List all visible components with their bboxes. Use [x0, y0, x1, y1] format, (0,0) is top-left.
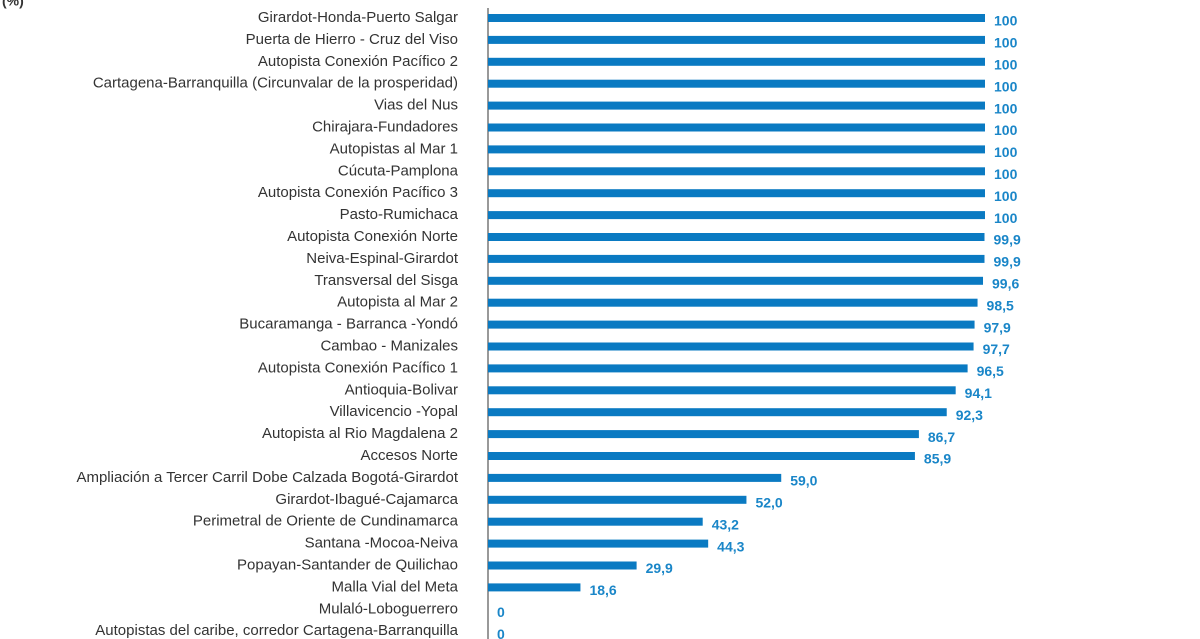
y-tick-label: Santana -Mocoa-Neiva	[305, 535, 459, 552]
bar	[488, 189, 985, 198]
data-label: 100	[994, 210, 1018, 226]
data-label: 0	[497, 604, 505, 620]
data-label: 99,6	[992, 276, 1019, 292]
y-tick-label: Mulaló-Loboguerrero	[319, 600, 458, 617]
data-label: 94,1	[965, 385, 992, 401]
bar	[488, 408, 947, 417]
y-tick-label: Bucaramanga - Barranca -Yondó	[239, 316, 458, 333]
data-label: 100	[994, 35, 1018, 51]
bar	[488, 583, 581, 592]
data-label: 99,9	[994, 232, 1021, 248]
y-tick-label: Malla Vial del Meta	[332, 578, 459, 595]
bar	[488, 342, 974, 351]
y-tick-label: Vias del Nus	[374, 97, 458, 114]
data-label: 86,7	[928, 429, 955, 445]
bar	[488, 123, 985, 132]
y-tick-label: Neiva-Espinal-Girardot	[306, 250, 459, 267]
bar	[488, 276, 984, 285]
bar	[488, 539, 709, 548]
data-label: 92,3	[956, 407, 983, 423]
y-tick-label: Pasto-Rumichaca	[340, 206, 459, 223]
data-label: 85,9	[924, 451, 951, 467]
bar	[488, 430, 919, 439]
y-tick-label: Autopista al Rio Magdalena 2	[262, 425, 458, 442]
data-label: 97,7	[983, 341, 1010, 357]
bar	[488, 254, 985, 263]
y-tick-label: Autopista al Mar 2	[337, 294, 458, 311]
bar	[488, 473, 782, 482]
data-label: 100	[994, 122, 1018, 138]
data-label: 29,9	[646, 560, 673, 576]
y-tick-label: Autopista Conexión Pacífico 1	[258, 359, 458, 376]
bar	[488, 298, 978, 307]
y-tick-label: Antioquia-Bolivar	[345, 381, 458, 398]
y-tick-label: Cartagena-Barranquilla (Circunvalar de l…	[93, 75, 458, 92]
data-label: 52,0	[755, 495, 782, 511]
y-tick-label: Ampliación a Tercer Carril Dobe Calzada …	[76, 469, 458, 486]
data-label: 100	[994, 144, 1018, 160]
data-label: 43,2	[712, 516, 739, 532]
y-tick-label: Autopista Conexión Norte	[287, 228, 458, 245]
data-label: 0	[497, 626, 505, 639]
bar	[488, 517, 703, 526]
y-tick-label: Transversal del Sisga	[314, 272, 458, 289]
y-tick-label: Chirajara-Fundadores	[312, 118, 458, 135]
data-label: 100	[994, 188, 1018, 204]
bar	[488, 452, 915, 460]
bar	[488, 364, 968, 373]
bar	[488, 145, 985, 154]
y-tick-label: Puerta de Hierro - Cruz del Viso	[246, 31, 458, 48]
y-tick-label: Autopista Conexión Pacífico 2	[258, 53, 458, 70]
data-label: 96,5	[977, 363, 1004, 379]
data-label: 97,9	[984, 319, 1011, 335]
data-label: 99,9	[994, 254, 1021, 270]
data-label: 100	[994, 57, 1018, 73]
y-tick-label: Cambao - Manizales	[320, 337, 458, 354]
y-tick-label: Autopista Conexión Pacífico 3	[258, 184, 458, 201]
bar	[488, 233, 985, 241]
y-tick-label: Popayan-Santander de Quilichao	[237, 556, 458, 573]
bar	[488, 101, 985, 110]
data-label: 18,6	[589, 582, 616, 598]
bar	[488, 14, 985, 22]
bar	[488, 320, 975, 329]
bar	[488, 79, 985, 88]
bar	[488, 561, 637, 570]
y-tick-label: Perimetral de Oriente de Cundinamarca	[193, 513, 459, 530]
bar	[488, 35, 985, 44]
y-tick-label: Autopistas al Mar 1	[330, 140, 458, 157]
bar	[488, 211, 985, 220]
bar	[488, 495, 747, 504]
y-tick-label: Autopistas del caribe, corredor Cartagen…	[95, 622, 458, 639]
bar	[488, 386, 956, 395]
data-label: 100	[994, 78, 1018, 94]
y-tick-label: Girardot-Honda-Puerto Salgar	[258, 9, 458, 26]
y-tick-label: Accesos Norte	[360, 447, 458, 464]
data-label: 59,0	[790, 473, 817, 489]
data-label: 100	[994, 166, 1018, 182]
data-label: 98,5	[987, 297, 1014, 313]
y-tick-label: Villavicencio -Yopal	[330, 403, 458, 420]
data-label: 44,3	[717, 538, 744, 554]
y-tick-label: Girardot-Ibagué-Cajamarca	[275, 491, 458, 508]
bar	[488, 167, 985, 176]
data-label: 100	[994, 100, 1018, 116]
y-tick-label: Cúcuta-Pamplona	[338, 162, 459, 179]
bar	[488, 57, 985, 66]
data-label: 100	[994, 13, 1018, 29]
chart-title: (%)	[2, 0, 24, 9]
